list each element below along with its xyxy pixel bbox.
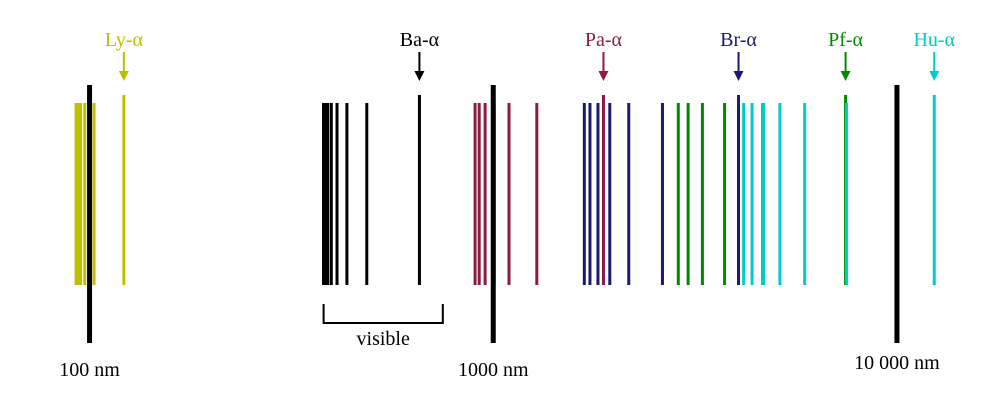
series-label: Ly-α [105,29,144,51]
series-label: Br-α [720,29,757,51]
series-label: Pa-α [585,29,623,51]
arrow-head [598,71,609,81]
visible-label: visible [357,328,410,350]
series-label: Hu-α [913,29,955,51]
arrow-head [414,71,425,81]
arrow-head [733,71,744,81]
tick-label: 10 000 nm [854,352,940,374]
series-label: Pf-α [828,29,863,51]
series-label: Ba-α [400,29,440,51]
tick-label: 100 nm [59,359,120,381]
arrow-head [118,71,129,81]
arrow-head [929,71,940,81]
visible-bracket [322,304,444,324]
arrow-head [840,71,851,81]
tick-label: 1000 nm [458,359,529,381]
